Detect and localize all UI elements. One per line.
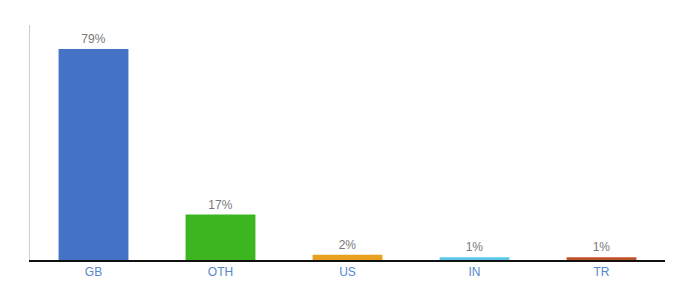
svg-text:US: US [339,265,356,279]
svg-text:1%: 1% [593,240,611,254]
svg-text:17%: 17% [208,198,232,212]
svg-text:GB: GB [85,265,102,279]
svg-text:IN: IN [469,265,481,279]
svg-text:2%: 2% [339,238,357,252]
svg-text:OTH: OTH [208,265,233,279]
svg-text:TR: TR [594,265,610,279]
svg-text:1%: 1% [466,240,484,254]
svg-text:79%: 79% [81,32,105,46]
